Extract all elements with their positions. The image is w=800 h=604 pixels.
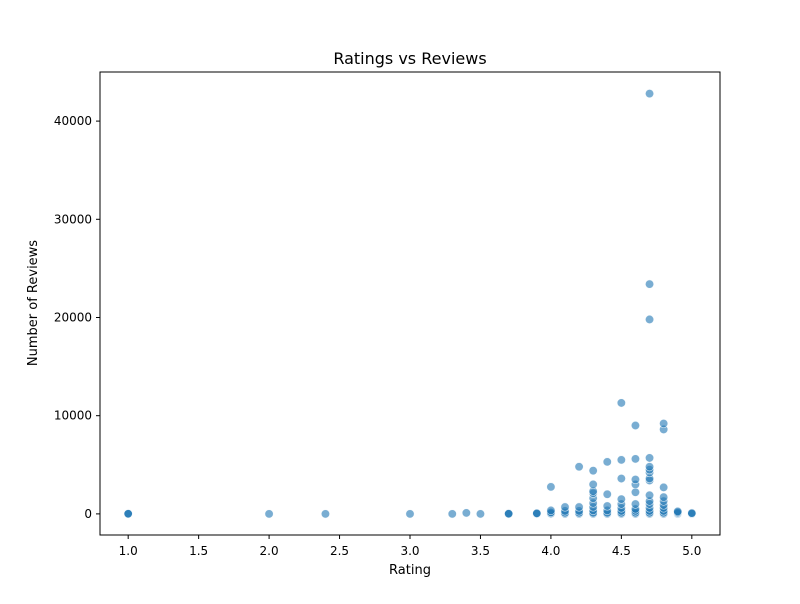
x-tick-label: 3.0	[400, 544, 419, 558]
data-point	[645, 490, 655, 500]
data-point	[659, 482, 669, 492]
data-point	[461, 508, 471, 518]
data-point	[602, 501, 612, 511]
data-point	[123, 509, 133, 519]
data-point	[645, 314, 655, 324]
data-point	[616, 455, 626, 465]
data-point	[616, 494, 626, 504]
y-tick-label: 40000	[54, 114, 92, 128]
y-axis: 0 10000 20000 30000 40000	[54, 114, 100, 521]
data-point	[532, 508, 542, 518]
data-point	[645, 279, 655, 289]
y-tick-label: 30000	[54, 212, 92, 226]
data-point	[405, 509, 415, 519]
data-point	[447, 509, 457, 519]
x-tick-label: 4.0	[541, 544, 560, 558]
data-point	[659, 419, 669, 429]
data-point	[264, 509, 274, 519]
data-point	[630, 499, 640, 509]
x-tick-label: 3.5	[471, 544, 490, 558]
data-point	[546, 482, 556, 492]
data-point	[475, 509, 485, 519]
x-tick-label: 2.0	[260, 544, 279, 558]
data-point	[630, 454, 640, 464]
x-axis: 1.0 1.5 2.0 2.5 3.0 3.5 4.0 4.5 5.0	[119, 535, 701, 558]
data-point	[659, 492, 669, 502]
chart-title: Ratings vs Reviews	[333, 49, 486, 68]
x-tick-label: 2.5	[330, 544, 349, 558]
data-point	[574, 502, 584, 512]
data-point	[546, 505, 556, 515]
x-tick-label: 1.5	[189, 544, 208, 558]
data-point	[645, 453, 655, 463]
data-point	[602, 457, 612, 467]
data-point	[630, 475, 640, 485]
y-axis-label: Number of Reviews	[26, 240, 41, 366]
data-point	[560, 502, 570, 512]
data-point	[687, 508, 697, 518]
data-point	[645, 462, 655, 472]
data-point	[630, 421, 640, 431]
data-point	[574, 462, 584, 472]
x-tick-label: 4.5	[612, 544, 631, 558]
x-axis-label: Rating	[389, 563, 431, 578]
data-point	[602, 489, 612, 499]
data-point	[588, 479, 598, 489]
data-point	[673, 506, 683, 516]
x-tick-label: 1.0	[119, 544, 138, 558]
x-tick-label: 5.0	[682, 544, 701, 558]
data-point	[588, 466, 598, 476]
data-point	[320, 509, 330, 519]
data-point	[630, 487, 640, 497]
y-tick-label: 10000	[54, 409, 92, 423]
y-tick-label: 0	[84, 507, 92, 521]
data-point	[616, 398, 626, 408]
y-tick-label: 20000	[54, 310, 92, 324]
points-layer	[123, 89, 697, 519]
data-point	[616, 474, 626, 484]
data-point	[504, 509, 514, 519]
data-point	[645, 89, 655, 99]
